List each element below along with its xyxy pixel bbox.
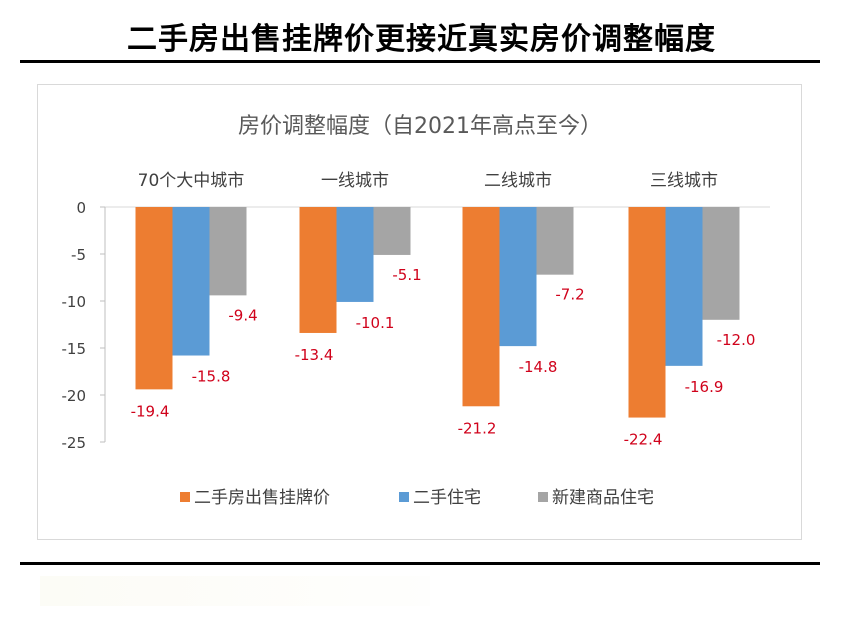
y-tick-label: -25: [62, 434, 87, 452]
chart-title: 房价调整幅度（自2021年高点至今）: [238, 114, 602, 139]
y-tick-label: 0: [76, 199, 86, 217]
data-label: -12.0: [717, 331, 756, 349]
legend-label: 二手住宅: [413, 488, 481, 508]
legend-swatch: [399, 492, 409, 502]
legend-swatch: [538, 492, 548, 502]
y-tick-label: -10: [62, 293, 87, 311]
legend-swatch: [180, 492, 190, 502]
bar: [702, 207, 740, 320]
bar: [536, 207, 574, 275]
data-label: -5.1: [392, 266, 421, 284]
legend: 二手房出售挂牌价 二手住宅 新建商品住宅: [180, 488, 654, 508]
y-tick-label: -15: [62, 340, 87, 358]
category-label: 70个大中城市: [138, 171, 245, 191]
data-label: -13.4: [295, 346, 334, 364]
bar: [499, 207, 537, 347]
data-label: -15.8: [192, 368, 231, 386]
top-divider: [20, 60, 820, 63]
legend-label: 二手房出售挂牌价: [194, 488, 330, 508]
y-tick-label: -20: [62, 387, 87, 405]
bar: [336, 207, 374, 302]
category-label: 二线城市: [484, 171, 552, 191]
category-label: 三线城市: [650, 171, 718, 191]
bar: [373, 207, 411, 255]
bar: [172, 207, 210, 356]
bar: [299, 207, 337, 333]
bars: [135, 207, 740, 418]
data-label: -7.2: [555, 286, 584, 304]
data-label: -16.9: [685, 378, 724, 396]
data-label: -9.4: [228, 306, 257, 324]
category-label: 一线城市: [321, 171, 389, 191]
data-label: -21.2: [458, 419, 497, 437]
bar: [209, 207, 247, 296]
data-label: -14.8: [519, 358, 558, 376]
y-tick-label: -5: [71, 246, 86, 264]
bar: [135, 207, 173, 390]
bottom-divider: [20, 562, 820, 565]
data-label: -10.1: [356, 314, 395, 332]
faded-footer: [40, 576, 430, 606]
data-label: -19.4: [131, 402, 170, 420]
bar: [628, 207, 666, 418]
category-labels: 70个大中城市 一线城市 二线城市 三线城市: [138, 171, 718, 191]
data-label: -22.4: [624, 431, 663, 449]
data-labels: -19.4 -15.8 -9.4 -13.4 -10.1 -5.1 -21.2 -14.8 -7…: [131, 266, 756, 449]
page-title: 二手房出售挂牌价更接近真实房价调整幅度: [127, 22, 716, 57]
legend-label: 新建商品住宅: [552, 488, 654, 508]
bar: [665, 207, 703, 366]
bar: [462, 207, 500, 407]
